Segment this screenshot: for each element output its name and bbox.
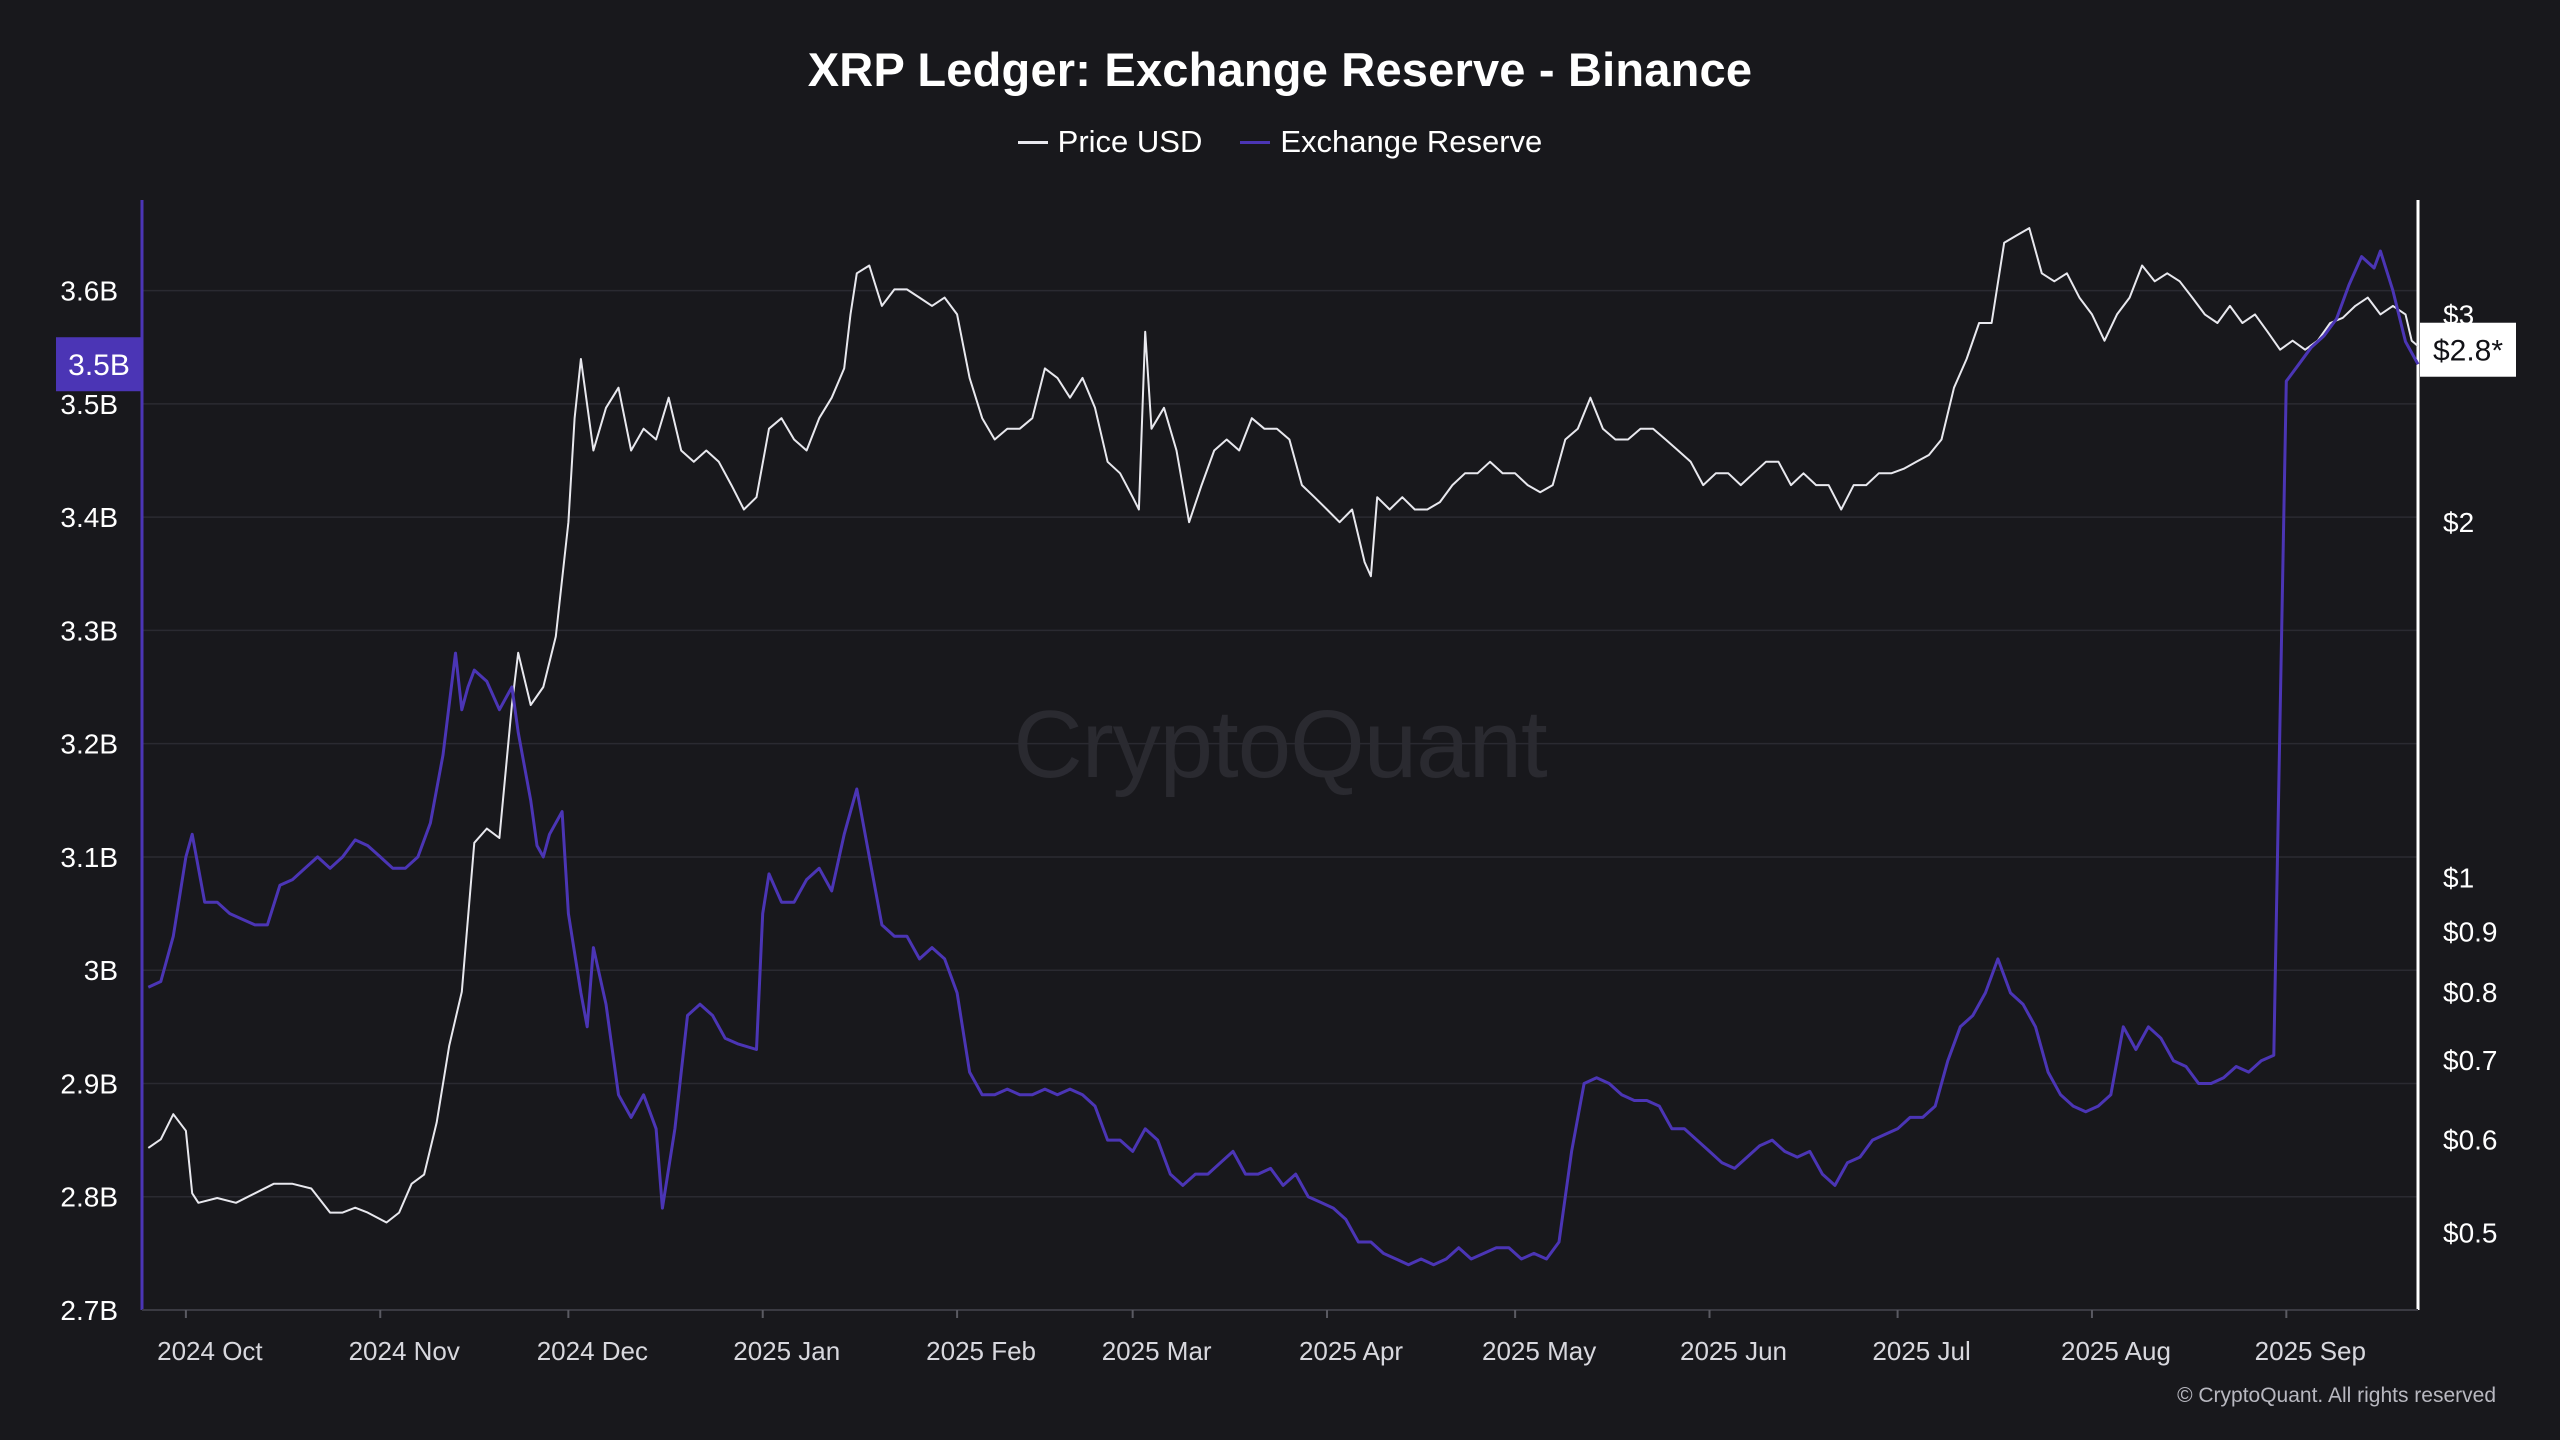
x-tick-label: 2024 Nov — [349, 1336, 460, 1366]
legend-item-reserve[interactable]: Exchange Reserve — [1240, 124, 1542, 160]
legend-label-reserve: Exchange Reserve — [1280, 124, 1543, 159]
price-badge — [2420, 322, 2516, 377]
left-tick-label: 3.4B — [60, 502, 118, 533]
x-tick-label: 2025 Aug — [2061, 1336, 2171, 1366]
watermark: CryptoQuant — [1013, 691, 1547, 798]
left-tick-label: 2.7B — [60, 1295, 118, 1326]
chart-title: XRP Ledger: Exchange Reserve - Binance — [807, 43, 1753, 96]
x-tick-label: 2025 Apr — [1299, 1336, 1403, 1366]
legend-swatch-price — [1017, 140, 1048, 144]
x-tick-label: 2024 Oct — [157, 1336, 263, 1366]
legend-label-price: Price USD — [1057, 124, 1203, 159]
left-tick-label: 3.2B — [60, 729, 118, 760]
right-axis: $0.5$0.6$0.7$0.8$0.9$1$2$3 — [2416, 200, 2498, 1310]
reserve-badge-label: 3.5B — [68, 349, 130, 382]
current-value-badges: 3.5B $2.8* — [56, 322, 2516, 392]
left-tick-label: 2.9B — [60, 1068, 118, 1099]
right-tick-label: $0.5 — [2443, 1218, 2498, 1249]
x-tick-label: 2025 Jul — [1872, 1336, 1970, 1366]
left-tick-label: 3.6B — [60, 276, 118, 307]
right-tick-label: $0.7 — [2443, 1045, 2498, 1076]
left-tick-label: 3.1B — [60, 842, 118, 873]
legend-swatch-reserve — [1240, 140, 1271, 144]
right-tick-label: $0.8 — [2443, 977, 2498, 1008]
x-tick-label: 2025 Feb — [926, 1336, 1036, 1366]
x-tick-label: 2025 Mar — [1102, 1336, 1212, 1366]
x-tick-label: 2025 Jun — [1680, 1336, 1787, 1366]
right-tick-label: $1 — [2443, 862, 2474, 893]
series-layer — [147, 227, 2420, 1267]
legend: Price USD Exchange Reserve — [0, 124, 2560, 160]
x-tick-label: 2025 Jan — [733, 1336, 840, 1366]
reserve-badge — [56, 337, 142, 392]
right-tick-label: $0.9 — [2443, 916, 2498, 947]
copyright-notice: © CryptoQuant. All rights reserved — [2177, 1384, 2496, 1407]
legend-item-price[interactable]: Price USD — [1017, 124, 1203, 160]
price-badge-label: $2.8* — [2433, 335, 2503, 368]
grid-lines — [142, 289, 2418, 1311]
left-tick-label: 3B — [84, 955, 118, 986]
left-tick-label: 2.8B — [60, 1182, 118, 1213]
right-tick-label: $0.6 — [2443, 1124, 2498, 1155]
price-line — [147, 227, 2419, 1224]
x-tick-label: 2025 Sep — [2255, 1336, 2366, 1366]
x-tick-label: 2024 Dec — [537, 1336, 648, 1366]
left-tick-label: 3.3B — [60, 615, 118, 646]
reserve-line — [147, 249, 2420, 1267]
x-tick-label: 2025 May — [1482, 1336, 1596, 1366]
x-axis: 2024 Oct 2024 Nov 2024 Dec 2025 Jan 2025 Feb… — [142, 1309, 2418, 1366]
left-axis: 2.7B 2.8B 2.9B 3B 3.1B 3.2B 3.3B 3.4B 3.5B 3.6B — [60, 200, 144, 1326]
left-tick-label: 3.5B — [60, 389, 118, 420]
right-tick-label: $2 — [2443, 507, 2474, 538]
